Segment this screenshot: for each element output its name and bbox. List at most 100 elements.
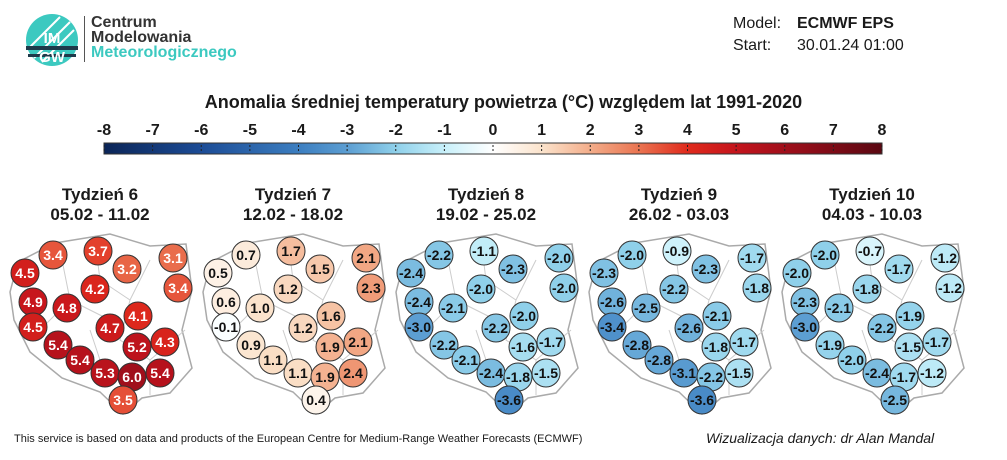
anomaly-value: -2.8 bbox=[625, 337, 649, 353]
anomaly-marker bbox=[305, 254, 335, 284]
anomaly-marker bbox=[895, 301, 925, 331]
anomaly-value: -0.7 bbox=[858, 243, 882, 259]
anomaly-marker bbox=[481, 313, 511, 343]
anomaly-value: -1.7 bbox=[740, 250, 764, 266]
anomaly-marker bbox=[674, 313, 704, 343]
anomaly-value: 1.1 bbox=[288, 365, 308, 381]
anomaly-marker bbox=[112, 254, 142, 284]
anomaly-marker bbox=[231, 240, 261, 270]
colorbar-tick-label: 6 bbox=[780, 122, 790, 139]
week-dates: 05.02 - 11.02 bbox=[50, 205, 150, 224]
anomaly-marker bbox=[343, 327, 373, 357]
anomaly-value: 1.7 bbox=[281, 243, 301, 259]
anomaly-marker bbox=[396, 258, 426, 288]
anomaly-marker bbox=[351, 243, 381, 273]
poland-map-week-9: -2.0 -0.9 -2.3 -1.7 -2.3 -1.8 -2.2 -2.6 -2.5 -2.1… bbox=[588, 233, 772, 416]
anomaly-value: 0.9 bbox=[241, 337, 261, 353]
anomaly-value: 0.6 bbox=[216, 294, 236, 310]
anomaly-marker bbox=[498, 254, 528, 284]
anomaly-marker bbox=[884, 254, 914, 284]
week-9-header: Tydzień 9 26.02 - 03.03 bbox=[584, 185, 774, 225]
anomaly-marker bbox=[203, 258, 233, 288]
anomaly-value: -2.0 bbox=[813, 247, 837, 263]
anomaly-value: -2.1 bbox=[705, 308, 729, 324]
anomaly-value: -3.0 bbox=[793, 319, 817, 335]
anomaly-value: 2.3 bbox=[361, 280, 381, 296]
anomaly-value: -1.5 bbox=[534, 365, 558, 381]
anomaly-marker bbox=[508, 332, 538, 362]
anomaly-value: 0.7 bbox=[236, 247, 256, 263]
anomaly-value: -1.8 bbox=[745, 280, 769, 296]
imgw-logo-icon: IM GW bbox=[26, 14, 78, 66]
anomaly-value: 1.9 bbox=[320, 339, 340, 355]
anomaly-marker bbox=[549, 273, 579, 303]
poland-map-week-6: 3.4 3.73.23.14.53.44.24.9 4.8 4.14.5 4.75.4 5… bbox=[9, 233, 193, 416]
anomaly-value: -2.4 bbox=[399, 265, 423, 281]
anomaly-value: 5.4 bbox=[70, 352, 90, 368]
colorbar-tick-label: 8 bbox=[877, 122, 887, 139]
anomaly-marker bbox=[145, 358, 175, 388]
anomaly-value: 3.4 bbox=[168, 280, 188, 296]
anomaly-marker bbox=[930, 243, 960, 273]
anomaly-value: 1.5 bbox=[310, 261, 330, 277]
colorbar-tick-label: -1 bbox=[437, 122, 452, 139]
anomaly-value: 0.5 bbox=[208, 265, 228, 281]
anomaly-value: 4.7 bbox=[100, 320, 120, 336]
anomaly-marker bbox=[404, 312, 434, 342]
logo-divider bbox=[84, 16, 85, 62]
anomaly-value: -2.0 bbox=[785, 265, 809, 281]
anomaly-value: -1.6 bbox=[511, 339, 535, 355]
anomaly-marker bbox=[469, 236, 499, 266]
model-value: ECMWF EPS bbox=[797, 15, 894, 32]
anomaly-marker bbox=[917, 358, 947, 388]
anomaly-value: -3.1 bbox=[672, 365, 696, 381]
anomaly-value: 5.4 bbox=[48, 337, 68, 353]
colorbar-tick-label: 5 bbox=[731, 122, 741, 139]
anomaly-marker bbox=[742, 273, 772, 303]
anomaly-value: -2.4 bbox=[479, 365, 503, 381]
anomaly-marker bbox=[644, 345, 674, 375]
colorbar-tick-label: 2 bbox=[585, 122, 595, 139]
week-dates: 19.02 - 25.02 bbox=[435, 205, 537, 224]
anomaly-value: -2.4 bbox=[865, 365, 889, 381]
anomaly-marker bbox=[922, 327, 952, 357]
anomaly-value: -2.2 bbox=[432, 337, 456, 353]
disclaimer: This service is based on data and produc… bbox=[14, 433, 583, 445]
logo-line2: Modelowania bbox=[91, 29, 192, 46]
anomaly-marker bbox=[236, 330, 266, 360]
anomaly-value: -2.3 bbox=[694, 261, 718, 277]
anomaly-value: 1.0 bbox=[250, 300, 270, 316]
anomaly-value: 1.2 bbox=[293, 320, 313, 336]
anomaly-value: 3.1 bbox=[163, 250, 183, 266]
anomaly-value: 1.2 bbox=[278, 281, 298, 297]
anomaly-marker bbox=[837, 345, 867, 375]
anomaly-marker bbox=[894, 332, 924, 362]
anomaly-value: 3.2 bbox=[117, 261, 137, 277]
anomaly-marker bbox=[150, 327, 180, 357]
colorbar bbox=[103, 142, 883, 155]
anomaly-value: 5.3 bbox=[95, 365, 115, 381]
svg-text:GW: GW bbox=[39, 49, 66, 66]
anomaly-marker bbox=[315, 332, 345, 362]
anomaly-marker bbox=[83, 236, 113, 266]
week-7-header: Tydzień 7 12.02 - 18.02 bbox=[198, 185, 388, 225]
anomaly-value: -1.8 bbox=[506, 369, 530, 385]
anomaly-marker bbox=[724, 358, 754, 388]
week-name: Tydzień 8 bbox=[447, 185, 525, 204]
anomaly-marker bbox=[65, 345, 95, 375]
anomaly-marker bbox=[691, 254, 721, 284]
anomaly-value: 3.5 bbox=[113, 392, 133, 408]
anomaly-marker bbox=[852, 274, 882, 304]
anomaly-marker bbox=[211, 312, 241, 342]
week-name: Tydzień 9 bbox=[640, 185, 718, 204]
anomaly-marker bbox=[52, 293, 82, 323]
anomaly-value: -1.7 bbox=[925, 334, 949, 350]
anomaly-marker bbox=[790, 312, 820, 342]
poland-map-week-10: -2.0 -0.7-1.7-1.2-2.0-1.2-1.8-2.3 -2.1 -1.9… bbox=[781, 233, 965, 416]
anomaly-marker bbox=[702, 301, 732, 331]
anomaly-value: -3.4 bbox=[600, 319, 624, 335]
anomaly-value: -2.6 bbox=[600, 294, 624, 310]
colorbar-tick-label: 7 bbox=[828, 122, 838, 139]
anomaly-value: -2.2 bbox=[699, 369, 723, 385]
